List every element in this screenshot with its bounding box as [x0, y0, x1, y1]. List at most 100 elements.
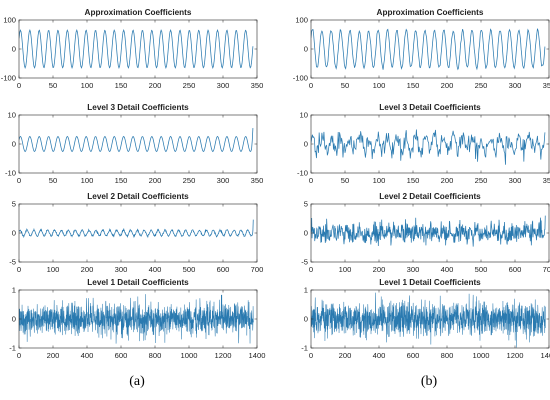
x-tick-label: 150 — [407, 81, 420, 90]
series-line — [311, 28, 546, 71]
y-tick-label: -100 — [1, 74, 16, 83]
y-tick-label: 0 — [304, 140, 308, 149]
series-line — [19, 128, 254, 153]
y-tick-label: -10 — [297, 169, 308, 178]
x-tick-label: 200 — [373, 265, 386, 274]
x-tick-label: 600 — [115, 351, 128, 360]
x-tick-label: 50 — [341, 176, 349, 185]
y-tick-label: 0 — [12, 140, 16, 149]
x-tick-label: 100 — [81, 81, 94, 90]
y-tick-label: -10 — [5, 169, 16, 178]
x-tick-label: 0 — [309, 351, 313, 360]
x-tick-label: 300 — [217, 176, 230, 185]
x-tick-label: 0 — [17, 81, 21, 90]
y-tick-label: 10 — [8, 111, 16, 120]
x-tick-label: 200 — [149, 176, 162, 185]
x-tick-label: 0 — [309, 265, 313, 274]
y-tick-label: 100 — [3, 16, 16, 25]
x-tick-label: 0 — [309, 176, 313, 185]
y-tick-label: 0 — [304, 315, 308, 324]
x-tick-label: 300 — [115, 265, 128, 274]
x-tick-label: 600 — [509, 265, 522, 274]
x-tick-label: 200 — [47, 351, 60, 360]
x-tick-label: 1200 — [507, 351, 524, 360]
x-tick-label: 400 — [81, 351, 94, 360]
y-tick-label: -1 — [9, 344, 16, 353]
panel-b-label: (b) — [420, 374, 438, 389]
x-tick-label: 0 — [17, 351, 21, 360]
chart-title: Approximation Coefficients — [377, 8, 484, 17]
x-tick-label: 100 — [81, 176, 94, 185]
y-tick-label: -100 — [293, 74, 308, 83]
x-tick-label: 700 — [543, 265, 550, 274]
y-tick-label: 0 — [304, 229, 308, 238]
plot-frame — [310, 19, 550, 79]
x-tick-label: 250 — [183, 81, 196, 90]
chart-panel: Level 1 Detail Coefficients 0 200 400 600 800… — [9, 278, 265, 360]
y-tick-label: 1 — [304, 286, 308, 295]
y-tick-label: 1 — [12, 286, 16, 295]
x-tick-label: 100 — [47, 265, 60, 274]
x-tick-label: 400 — [441, 265, 454, 274]
chart-title: Approximation Coefficients — [85, 8, 192, 17]
x-tick-label: 0 — [309, 81, 313, 90]
y-tick-label: 10 — [300, 111, 308, 120]
y-tick-label: 0 — [304, 45, 308, 54]
y-tick-label: 5 — [304, 200, 308, 209]
x-tick-label: 600 — [407, 351, 420, 360]
y-tick-label: -5 — [9, 258, 16, 267]
x-tick-label: 150 — [115, 176, 128, 185]
x-tick-label: 300 — [407, 265, 420, 274]
series-line — [19, 219, 254, 239]
x-tick-label: 300 — [509, 81, 522, 90]
x-tick-label: 100 — [373, 176, 386, 185]
y-tick-label: 0 — [12, 229, 16, 238]
x-tick-label: 150 — [407, 176, 420, 185]
chart-panel: Approximation Coefficients 0 50 100 150 200 25… — [1, 8, 264, 90]
chart-title: Level 1 Detail Coefficients — [379, 278, 481, 287]
x-tick-label: 1000 — [473, 351, 490, 360]
y-tick-label: -5 — [301, 258, 308, 267]
x-tick-label: 1400 — [249, 351, 266, 360]
x-tick-label: 1400 — [541, 351, 550, 360]
y-tick-label: -1 — [301, 344, 308, 353]
x-tick-label: 1000 — [181, 351, 198, 360]
x-tick-label: 400 — [373, 351, 386, 360]
x-tick-label: 350 — [543, 176, 550, 185]
series-line — [311, 129, 546, 165]
x-tick-label: 800 — [441, 351, 454, 360]
x-tick-label: 600 — [217, 265, 230, 274]
x-tick-label: 300 — [509, 176, 522, 185]
series-line — [19, 294, 254, 344]
chart-panel: Level 2 Detail Coefficients 0 100 200 300 400… — [301, 192, 550, 274]
chart-title: Level 3 Detail Coefficients — [379, 103, 481, 112]
x-tick-label: 200 — [149, 81, 162, 90]
series-line — [311, 292, 546, 348]
plot-frame — [310, 114, 550, 174]
chart-panel: Level 2 Detail Coefficients 0 100 200 300 400… — [9, 192, 263, 274]
x-tick-label: 250 — [475, 81, 488, 90]
panel-a-label: (a) — [129, 374, 145, 389]
y-tick-label: 0 — [12, 45, 16, 54]
chart-title: Level 1 Detail Coefficients — [87, 278, 189, 287]
x-tick-label: 350 — [543, 81, 550, 90]
x-tick-label: 400 — [149, 265, 162, 274]
x-tick-label: 500 — [475, 265, 488, 274]
x-tick-label: 200 — [441, 176, 454, 185]
x-tick-label: 1200 — [215, 351, 232, 360]
x-tick-label: 100 — [373, 81, 386, 90]
x-tick-label: 50 — [49, 176, 57, 185]
x-tick-label: 350 — [251, 176, 264, 185]
x-tick-label: 350 — [251, 81, 264, 90]
x-tick-label: 0 — [17, 265, 21, 274]
plot-frame — [18, 114, 258, 174]
x-tick-label: 500 — [183, 265, 196, 274]
x-tick-label: 250 — [475, 176, 488, 185]
plot-frame — [18, 19, 258, 79]
series-line — [19, 29, 254, 69]
x-tick-label: 200 — [441, 81, 454, 90]
chart-title: Level 3 Detail Coefficients — [87, 103, 189, 112]
